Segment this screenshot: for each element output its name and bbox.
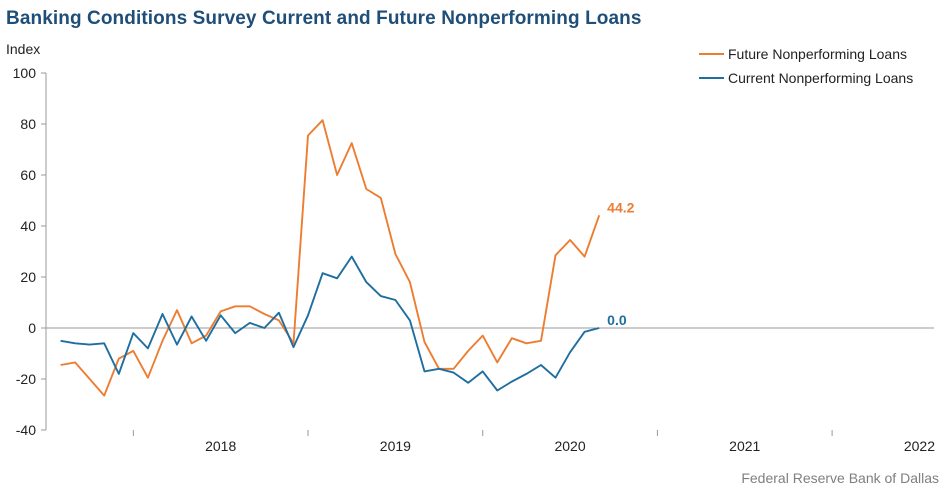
y-tick-label: -40 [16, 422, 36, 438]
source-note: Federal Reserve Bank of Dallas [741, 470, 939, 486]
end-value-label-future: 44.2 [607, 199, 634, 215]
legend: Future Nonperforming Loans Current Nonper… [699, 46, 913, 86]
x-tick-label: 2019 [380, 438, 411, 454]
x-tick-label: 2022 [904, 438, 935, 454]
x-tick-label: 2020 [554, 438, 585, 454]
series-layer: 44.2 0.0 [60, 119, 635, 397]
y-axis-label: Index [6, 41, 40, 57]
end-value-label-current: 0.0 [607, 312, 627, 328]
series-line-future [60, 119, 601, 397]
y-tick-label: 80 [20, 116, 36, 132]
x-tick-label: 2021 [729, 438, 760, 454]
y-tick-label: 100 [13, 65, 37, 81]
axes: Index 100 80 60 40 20 0 -20 -40 2018 2019 2020 2021 2… [6, 41, 935, 454]
y-tick-label: 0 [28, 320, 36, 336]
legend-label: Future Nonperforming Loans [728, 46, 907, 62]
chart-title: Banking Conditions Survey Current and Fu… [6, 8, 642, 29]
y-tick-label: 60 [20, 167, 36, 183]
y-tick-label: 40 [20, 218, 36, 234]
legend-label: Current Nonperforming Loans [728, 70, 913, 86]
series-line-current [60, 255, 600, 392]
x-tick-label: 2018 [205, 438, 236, 454]
y-tick-label: 20 [20, 269, 36, 285]
y-tick-label: -20 [16, 371, 36, 387]
